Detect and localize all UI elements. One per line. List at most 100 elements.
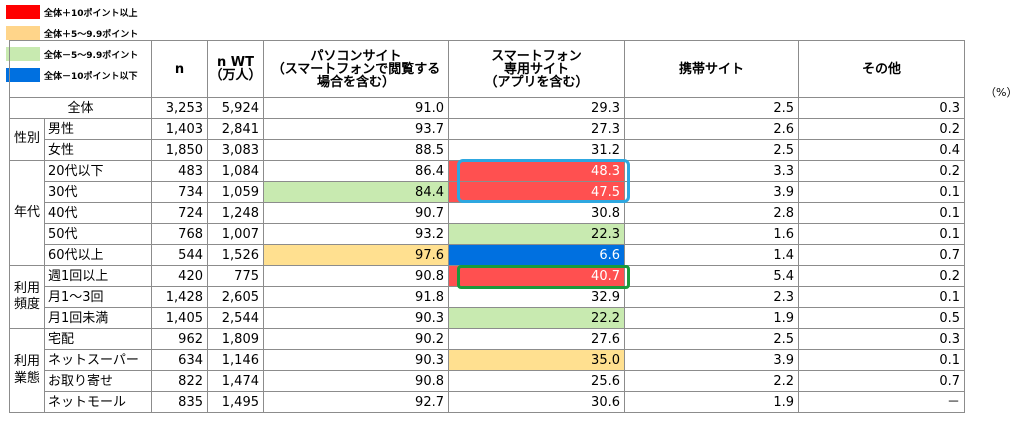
cell-sp: 30.8 (448, 202, 625, 224)
cell-n: 483 (151, 160, 208, 182)
row-label: 週1回以上 (44, 265, 152, 287)
cell-nwt: 1,495 (207, 391, 264, 413)
group-label-line: 利用 (13, 354, 40, 370)
cell-n: 3,253 (151, 97, 208, 119)
group-label-line: 性別 (13, 131, 40, 147)
cell-nwt: 1,474 (207, 370, 264, 392)
cell-mobile: 1.9 (624, 391, 799, 413)
cell-mobile: 3.9 (624, 349, 799, 371)
table-row: ネットスーパー 634 1,146 90.3 35.0 3.9 0.1 (10, 349, 965, 371)
cell-nwt: 1,526 (207, 244, 264, 266)
table-body: 全体 3,253 5,924 91.0 29.3 2.5 0.3 性別 男性 1,403 2,841… (9, 97, 965, 413)
cell-mobile: 3.9 (624, 181, 799, 203)
cell-mobile: 2.2 (624, 370, 799, 392)
cell-pc: 91.8 (263, 286, 449, 308)
cell-sp: 29.3 (448, 97, 625, 119)
cell-pc: 90.8 (263, 265, 449, 287)
cell-pc: 90.8 (263, 370, 449, 392)
cell-mobile: 2.8 (624, 202, 799, 224)
cell-nwt: 2,605 (207, 286, 264, 308)
cell-pc: 97.6 (263, 244, 449, 266)
cell-other: 0.1 (798, 349, 965, 371)
legend-label: 全体＋5～9.9ポイント (44, 29, 139, 40)
cell-n: 1,405 (151, 307, 208, 329)
cell-nwt: 5,924 (207, 97, 264, 119)
cell-sp: 6.6 (448, 244, 625, 266)
cell-nwt: 775 (207, 265, 264, 287)
column-header-line: その他 (861, 61, 901, 77)
cell-pc: 92.7 (263, 391, 449, 413)
cell-n: 1,428 (151, 286, 208, 308)
column-header-pc: パソコンサイト （スマートフォンで閲覧する 場合を含む） (263, 40, 449, 98)
cell-n: 822 (151, 370, 208, 392)
group-label-line: 利用 (13, 280, 40, 296)
group-label: 性別 (9, 118, 45, 161)
cell-n: 724 (151, 202, 208, 224)
cell-other: 0.1 (798, 223, 965, 245)
cell-other: 0.2 (798, 160, 965, 182)
cell-other: 0.2 (798, 265, 965, 287)
legend-label: 全体＋10ポイント以上 (44, 8, 138, 19)
cell-n: 420 (151, 265, 208, 287)
column-header-line: （万人） (209, 68, 262, 83)
cell-nwt: 1,146 (207, 349, 264, 371)
cell-nwt: 1,059 (207, 181, 264, 203)
cell-other: 0.4 (798, 139, 965, 161)
cell-n: 1,850 (151, 139, 208, 161)
cell-mobile: 2.6 (624, 118, 799, 140)
cell-pc: 93.7 (263, 118, 449, 140)
row-label: 20代以下 (44, 160, 152, 182)
cell-other: 0.7 (798, 370, 965, 392)
column-header-line: 場合を含む） (316, 74, 395, 90)
cell-mobile: 3.3 (624, 160, 799, 182)
table-row: 年代 20代以下 483 1,084 86.4 48.3 3.3 0.2 (9, 160, 965, 266)
cell-mobile: 1.6 (624, 223, 799, 245)
table-row: 全体 3,253 5,924 91.0 29.3 2.5 0.3 (9, 97, 965, 119)
cell-pc: 93.2 (263, 223, 449, 245)
cell-other: 0.3 (798, 328, 965, 350)
cell-pc: 86.4 (263, 160, 449, 182)
cell-n: 835 (151, 391, 208, 413)
cell-mobile: 2.5 (624, 97, 799, 119)
cell-n: 734 (151, 181, 208, 203)
row-label: 40代 (44, 202, 152, 224)
cell-sp: 35.0 (448, 349, 625, 371)
column-header-mobile: 携帯サイト (624, 40, 799, 98)
cell-sp: 22.2 (448, 307, 625, 329)
row-label: 全体 (9, 97, 152, 119)
table-row: 女性 1,850 3,083 88.5 31.2 2.5 0.4 (10, 139, 965, 161)
group-label: 利用 業態 (9, 328, 45, 413)
cell-other: 0.1 (798, 286, 965, 308)
highlight-frame-green (457, 265, 630, 289)
cell-nwt: 3,083 (207, 139, 264, 161)
cell-sp: 47.5 (448, 181, 625, 203)
column-header-line: （アプリを含む） (484, 74, 589, 90)
cell-pc: 90.3 (263, 307, 449, 329)
column-header-sp: スマートフォン 専用サイト （アプリを含む） (448, 40, 625, 98)
cell-pc: 91.0 (263, 97, 449, 119)
row-label: 宅配 (44, 328, 152, 350)
cell-mobile: 2.5 (624, 139, 799, 161)
table-row: 月1回未満 1,405 2,544 90.3 22.2 1.9 0.5 (10, 307, 965, 329)
cell-other: － (798, 391, 965, 413)
column-header-line: パソコンサイト (310, 48, 402, 64)
column-header-line: 専用サイト (503, 61, 569, 77)
row-label: ネットスーパー (44, 349, 152, 371)
row-label: 月1回未満 (44, 307, 152, 329)
table-row: 月1～3回 1,428 2,605 91.8 32.9 2.3 0.1 (10, 286, 965, 308)
cell-other: 0.7 (798, 244, 965, 266)
table-row: 50代 768 1,007 93.2 22.3 1.6 0.1 (10, 223, 965, 245)
cell-pc: 90.3 (263, 349, 449, 371)
cell-n: 634 (151, 349, 208, 371)
cell-sp: 30.6 (448, 391, 625, 413)
cell-other: 0.5 (798, 307, 965, 329)
cell-pc: 84.4 (263, 181, 449, 203)
column-header-other: その他 (798, 40, 965, 98)
cell-mobile: 1.9 (624, 307, 799, 329)
cell-pc: 90.2 (263, 328, 449, 350)
cell-sp: 22.3 (448, 223, 625, 245)
cell-n: 1,403 (151, 118, 208, 140)
cell-n: 768 (151, 223, 208, 245)
